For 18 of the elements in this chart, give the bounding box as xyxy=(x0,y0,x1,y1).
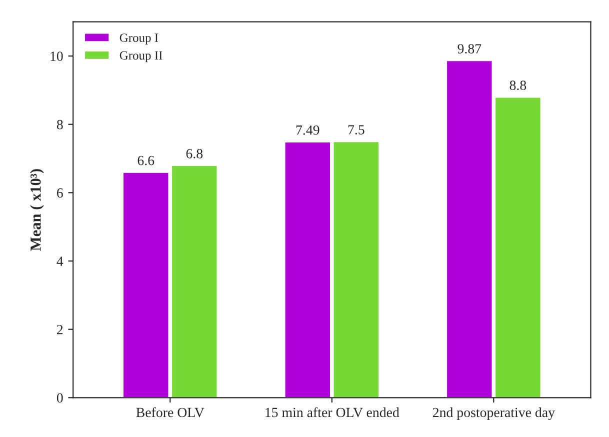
y-tick-label: 10 xyxy=(50,52,63,61)
y-tick-label: 0 xyxy=(56,393,63,403)
data-label: 9.87 xyxy=(458,44,482,54)
x-tick-label: 15 min after OLV ended xyxy=(266,407,400,418)
y-tick-label: 2 xyxy=(57,324,63,334)
data-label: 8.8 xyxy=(510,80,526,90)
data-label: 7.5 xyxy=(348,125,364,134)
y-axis-title: Mean ( x10³) xyxy=(30,169,44,251)
legend-label: Group I xyxy=(120,34,158,45)
data-label: 6.8 xyxy=(186,148,203,158)
data-label: 7.49 xyxy=(296,125,320,135)
y-tick-label: 6 xyxy=(57,188,63,198)
data-label: 6.6 xyxy=(138,156,154,166)
legend-label: Group II xyxy=(120,51,162,62)
x-tick-label: Before OLV xyxy=(136,407,204,418)
y-tick-label: 8 xyxy=(56,120,63,130)
x-tick-label: 2nd postoperative day xyxy=(432,407,555,420)
y-tick-label: 4 xyxy=(56,256,64,266)
